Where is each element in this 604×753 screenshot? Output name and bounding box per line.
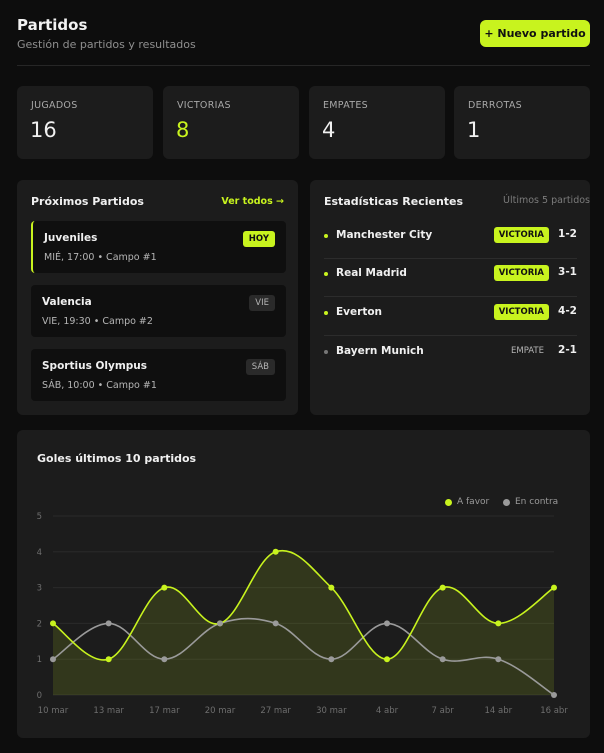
stat-label: JUGADOS [31, 100, 78, 111]
stat-value: 1 [467, 118, 481, 142]
legend-for-icon [445, 498, 452, 506]
range-label: Últimos 5 partidos [503, 195, 590, 206]
page-subtitle: Gestión de partidos y resultados [17, 38, 196, 51]
upcoming-title: Próximos Partidos [31, 195, 144, 208]
result-row: Real Madrid VICTORIA 3-1 [324, 259, 577, 297]
win-dot-icon [324, 234, 328, 238]
draw-dot-icon [324, 350, 328, 354]
score: 4-2 [558, 305, 577, 317]
page-header: Partidos Gestión de partidos y resultado… [17, 14, 590, 66]
stat-value: 8 [176, 118, 190, 142]
match-info: MIÉ, 17:00 • Campo #1 [44, 252, 157, 263]
stat-label: EMPATES [323, 100, 369, 111]
match-info: SÁB, 10:00 • Campo #1 [42, 380, 157, 391]
result-badge: EMPATE [510, 346, 544, 356]
legend-against-icon [503, 498, 510, 506]
result-badge: VICTORIA [493, 227, 549, 243]
upcoming-matches-panel: Próximos Partidos Ver todos → Juveniles … [17, 180, 298, 415]
stat-label: DERROTAS [468, 100, 522, 111]
win-dot-icon [324, 311, 328, 315]
result-row: Everton VICTORIA 4-2 [324, 298, 577, 336]
win-dot-icon [324, 272, 328, 276]
stat-card-draws: EMPATES 4 [309, 86, 445, 159]
result-badge: VICTORIA [493, 265, 549, 281]
stat-card-losses: DERROTAS 1 [454, 86, 590, 159]
result-row: Bayern Munich EMPATE 2-1 [324, 337, 577, 375]
team-name: Manchester City [336, 229, 433, 241]
team-name: Bayern Munich [336, 345, 424, 357]
chart-title: Goles últimos 10 partidos [37, 452, 197, 465]
day-badge: HOY [242, 231, 275, 247]
score: 3-1 [558, 266, 577, 278]
score: 1-2 [558, 228, 577, 240]
stat-card-played: JUGADOS 16 [17, 86, 153, 159]
result-badge: VICTORIA [493, 304, 549, 320]
new-match-button[interactable]: + Nuevo partido [480, 20, 590, 47]
score: 2-1 [558, 344, 577, 356]
day-badge: VIE [249, 295, 275, 311]
day-badge: SÁB [245, 359, 275, 375]
legend-against-label: En contra [515, 497, 559, 507]
page-title: Partidos [17, 16, 88, 34]
recent-stats-panel [310, 180, 590, 415]
recent-title: Estadísticas Recientes [324, 195, 464, 208]
result-row: Manchester City VICTORIA 1-2 [324, 221, 577, 259]
match-card[interactable]: Sportius Olympus SÁB, 10:00 • Campo #1 S… [31, 349, 286, 401]
match-info: VIE, 19:30 • Campo #2 [42, 316, 153, 327]
legend-for: A favor [445, 497, 489, 507]
see-all-link[interactable]: Ver todos → [221, 196, 284, 207]
stat-value: 16 [30, 118, 57, 142]
match-name: Juveniles [44, 232, 98, 244]
stat-label: VICTORIAS [177, 100, 231, 111]
goals-chart-panel [17, 430, 590, 738]
match-name: Valencia [42, 296, 92, 308]
stat-value: 4 [322, 118, 336, 142]
match-name: Sportius Olympus [42, 360, 148, 372]
match-card[interactable]: Valencia VIE, 19:30 • Campo #2 VIE [31, 285, 286, 337]
team-name: Everton [336, 306, 383, 318]
team-name: Real Madrid [336, 267, 407, 279]
legend-against: En contra [503, 497, 558, 507]
legend-for-label: A favor [457, 497, 490, 507]
stat-card-wins: VICTORIAS 8 [163, 86, 299, 159]
match-card[interactable]: Juveniles MIÉ, 17:00 • Campo #1 HOY [31, 221, 286, 273]
